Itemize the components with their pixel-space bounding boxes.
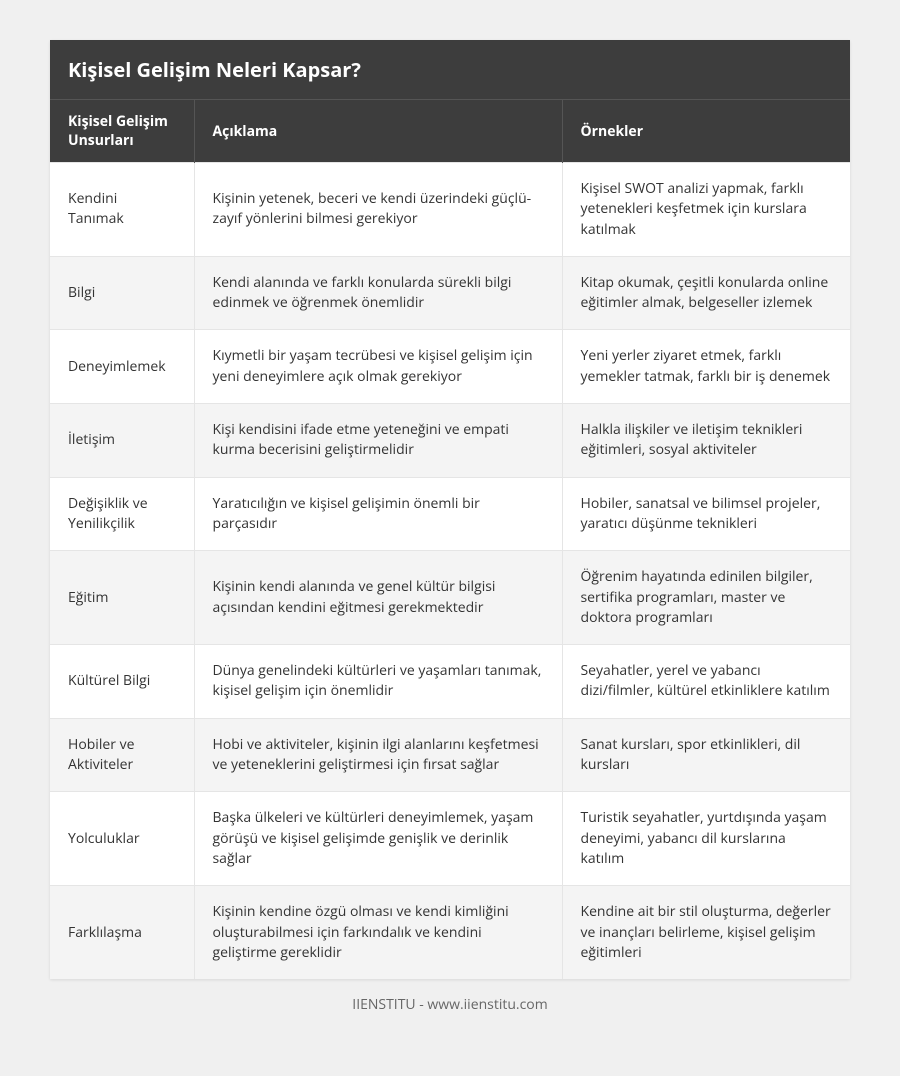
table-row: İletişimKişi kendisini ifade etme yetene… [50, 404, 850, 478]
table-cell: Kişisel SWOT analizi yapmak, farklı yete… [562, 163, 850, 257]
table-cell: Sanat kursları, spor etkinlikleri, dil k… [562, 718, 850, 792]
table-row: Hobiler ve AktivitelerHobi ve aktivitele… [50, 718, 850, 792]
table-cell: Değişiklik ve Yenilikçilik [50, 477, 194, 551]
table-container: Kişisel Gelişim Neleri Kapsar? Kişisel G… [50, 40, 850, 979]
table-cell: Kendini Tanımak [50, 163, 194, 257]
table-cell: Kişinin kendi alanında ve genel kültür b… [194, 551, 562, 645]
table-body: Kendini TanımakKişinin yetenek, beceri v… [50, 163, 850, 980]
table-cell: Kitap okumak, çeşitli konularda online e… [562, 256, 850, 330]
table-cell: İletişim [50, 404, 194, 478]
table-cell: Eğitim [50, 551, 194, 645]
table-cell: Hobiler, sanatsal ve bilimsel projeler, … [562, 477, 850, 551]
table-title: Kişisel Gelişim Neleri Kapsar? [50, 40, 850, 100]
table-cell: Farklılaşma [50, 886, 194, 979]
table-cell: Yolculuklar [50, 792, 194, 886]
table-cell: Deneyimlemek [50, 330, 194, 404]
table-cell: Başka ülkeleri ve kültürleri deneyimleme… [194, 792, 562, 886]
column-header-aciklama: Açıklama [194, 100, 562, 163]
table-cell: Kültürel Bilgi [50, 645, 194, 719]
table-cell: Yaratıcılığın ve kişisel gelişimin öneml… [194, 477, 562, 551]
table-row: YolculuklarBaşka ülkeleri ve kültürleri … [50, 792, 850, 886]
table-row: Kendini TanımakKişinin yetenek, beceri v… [50, 163, 850, 257]
table-row: Değişiklik ve YenilikçilikYaratıcılığın … [50, 477, 850, 551]
table-row: EğitimKişinin kendi alanında ve genel kü… [50, 551, 850, 645]
table-cell: Kendi alanında ve farklı konularda sürek… [194, 256, 562, 330]
table-cell: Kişi kendisini ifade etme yeteneğini ve … [194, 404, 562, 478]
table-cell: Dünya genelindeki kültürleri ve yaşamlar… [194, 645, 562, 719]
header-row: Kişisel Gelişim Unsurları Açıklama Örnek… [50, 100, 850, 163]
column-header-unsurlari: Kişisel Gelişim Unsurları [50, 100, 194, 163]
table-header: Kişisel Gelişim Unsurları Açıklama Örnek… [50, 100, 850, 163]
table-row: FarklılaşmaKişinin kendine özgü olması v… [50, 886, 850, 979]
table-cell: Kişinin kendine özgü olması ve kendi kim… [194, 886, 562, 979]
table-cell: Kişinin yetenek, beceri ve kendi üzerind… [194, 163, 562, 257]
table-cell: Hobi ve aktiviteler, kişinin ilgi alanla… [194, 718, 562, 792]
table-cell: Yeni yerler ziyaret etmek, farklı yemekl… [562, 330, 850, 404]
content-table: Kişisel Gelişim Unsurları Açıklama Örnek… [50, 100, 850, 979]
table-row: BilgiKendi alanında ve farklı konularda … [50, 256, 850, 330]
table-cell: Halkla ilişkiler ve iletişim teknikleri … [562, 404, 850, 478]
column-header-ornekler: Örnekler [562, 100, 850, 163]
footer-text: IIENSTITU - www.iienstitu.com [50, 979, 850, 1014]
table-cell: Kendine ait bir stil oluşturma, değerler… [562, 886, 850, 979]
table-cell: Bilgi [50, 256, 194, 330]
table-cell: Seyahatler, yerel ve yabancı dizi/filmle… [562, 645, 850, 719]
table-row: DeneyimlemekKıymetli bir yaşam tecrübesi… [50, 330, 850, 404]
table-cell: Turistik seyahatler, yurtdışında yaşam d… [562, 792, 850, 886]
table-row: Kültürel BilgiDünya genelindeki kültürle… [50, 645, 850, 719]
table-cell: Hobiler ve Aktiviteler [50, 718, 194, 792]
table-cell: Kıymetli bir yaşam tecrübesi ve kişisel … [194, 330, 562, 404]
table-cell: Öğrenim hayatında edinilen bilgiler, ser… [562, 551, 850, 645]
